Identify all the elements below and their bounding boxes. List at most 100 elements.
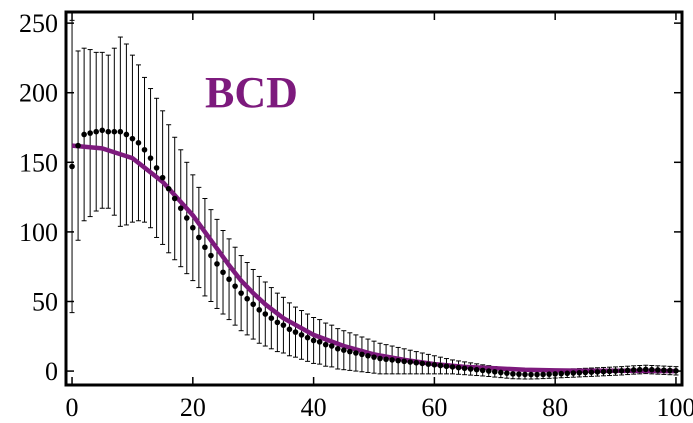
data-point xyxy=(419,360,426,367)
data-point xyxy=(473,366,480,373)
data-point xyxy=(171,195,178,202)
y-tick-label: 0 xyxy=(45,357,58,386)
ticks-layer: 0 20 40 60 80 100 0 50 100 150 200 250 xyxy=(19,9,693,422)
data-point xyxy=(280,322,287,328)
data-point xyxy=(99,127,106,134)
data-point xyxy=(389,357,395,363)
data-point xyxy=(238,290,244,296)
data-point xyxy=(129,135,136,142)
data-point xyxy=(353,350,359,356)
data-point xyxy=(365,352,371,359)
data-point xyxy=(558,370,565,377)
data-point xyxy=(165,185,172,192)
data-point xyxy=(226,276,232,283)
data-point xyxy=(649,366,655,373)
data-point xyxy=(69,163,75,170)
x-tick-label: 100 xyxy=(656,393,693,422)
data-point xyxy=(316,339,323,345)
data-point xyxy=(540,371,546,378)
data-point xyxy=(262,311,269,317)
y-tick-label: 200 xyxy=(19,79,58,108)
data-point xyxy=(498,369,504,376)
data-layer xyxy=(69,19,679,380)
data-point xyxy=(322,341,329,348)
data-point xyxy=(383,356,389,363)
data-point xyxy=(570,370,577,376)
data-point xyxy=(286,326,293,333)
data-point xyxy=(147,155,154,161)
data-point xyxy=(582,369,589,376)
data-point xyxy=(159,174,166,181)
data-point xyxy=(667,367,673,374)
y-tick-label: 50 xyxy=(32,287,58,316)
data-point xyxy=(564,370,571,377)
data-point xyxy=(594,369,601,375)
data-point xyxy=(546,371,552,377)
data-point xyxy=(310,337,317,344)
data-point xyxy=(183,215,190,221)
data-point xyxy=(256,307,263,313)
data-point xyxy=(661,367,667,374)
data-point xyxy=(196,234,202,241)
data-point xyxy=(190,224,196,231)
y-tick-label: 100 xyxy=(19,218,58,247)
data-point xyxy=(244,295,250,302)
data-point xyxy=(220,269,226,276)
data-point xyxy=(576,369,583,376)
data-point xyxy=(202,244,208,251)
data-point xyxy=(516,371,522,377)
data-point xyxy=(274,319,281,326)
data-point xyxy=(443,363,450,370)
y-tick-label: 150 xyxy=(19,148,58,177)
data-point xyxy=(371,354,377,360)
data-point xyxy=(123,131,130,138)
data-point xyxy=(407,359,414,365)
data-point xyxy=(208,252,214,259)
data-point xyxy=(359,351,365,358)
data-point xyxy=(467,366,474,372)
data-point xyxy=(177,205,184,212)
data-point xyxy=(618,368,625,374)
data-point xyxy=(630,367,637,373)
data-point xyxy=(153,165,160,171)
x-tick-label: 80 xyxy=(542,393,568,422)
data-point xyxy=(413,359,420,366)
x-tick-label: 40 xyxy=(301,393,327,422)
data-point xyxy=(214,261,220,267)
data-point xyxy=(334,346,341,352)
data-point xyxy=(328,343,335,349)
chart-annotation: BCD xyxy=(205,68,298,117)
data-point xyxy=(298,332,305,338)
plot-frame xyxy=(64,10,684,387)
data-point xyxy=(292,329,299,335)
data-point xyxy=(141,146,148,153)
data-point xyxy=(455,364,462,371)
data-point xyxy=(437,362,444,369)
x-tick-label: 0 xyxy=(66,393,79,422)
data-point xyxy=(135,140,142,146)
x-tick-label: 60 xyxy=(421,393,447,422)
data-point xyxy=(111,128,118,135)
data-point xyxy=(347,348,353,355)
data-point xyxy=(522,371,528,378)
y-tick-label: 250 xyxy=(19,9,58,38)
data-point xyxy=(377,355,383,362)
data-point xyxy=(504,370,510,376)
data-point xyxy=(81,131,87,138)
data-point xyxy=(636,366,643,373)
data-point xyxy=(528,371,534,378)
data-point xyxy=(268,315,275,321)
data-point xyxy=(341,347,347,354)
data-point xyxy=(232,283,238,289)
data-point xyxy=(600,368,607,375)
data-point xyxy=(510,371,516,377)
data-point xyxy=(534,371,540,378)
data-point xyxy=(491,368,498,375)
data-point xyxy=(431,362,438,368)
data-point xyxy=(655,367,661,373)
x-tick-label: 20 xyxy=(180,393,206,422)
data-point xyxy=(87,130,93,136)
data-point xyxy=(75,142,81,149)
data-point xyxy=(304,334,311,341)
